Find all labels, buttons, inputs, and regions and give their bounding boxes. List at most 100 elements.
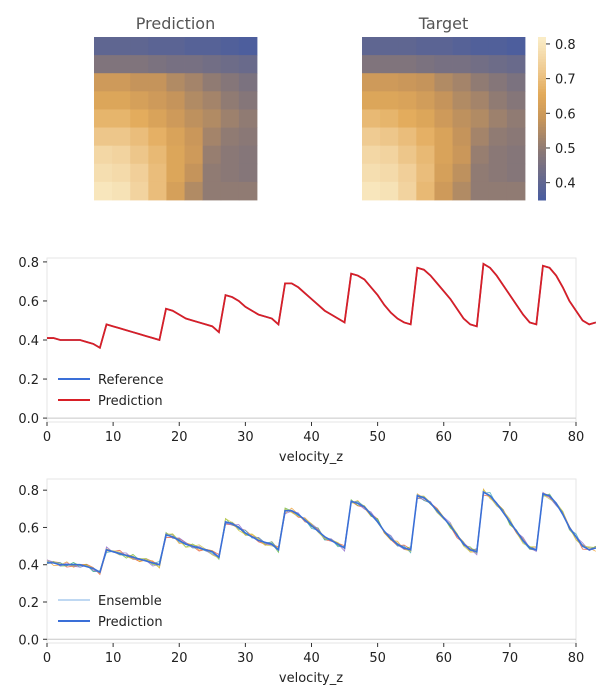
colorbar-segment [538, 145, 546, 149]
heatmap-cell [220, 55, 240, 74]
heatmap-cell [434, 55, 453, 74]
heatmap-cell [416, 181, 435, 201]
colorbar-segment [538, 77, 546, 81]
heatmap-cell [362, 145, 381, 165]
heatmap-cell [470, 55, 490, 74]
heatmap-cell [130, 91, 149, 110]
heatmap-cell [184, 91, 204, 110]
heatmap-cell [112, 73, 131, 92]
colorbar-segment [538, 161, 546, 166]
heatmap-cell [166, 181, 185, 201]
ensemble-prediction-chart: 0 10 20 30 40 50 60 70 80 0.0 0.2 0.4 0.6 0.8 [18, 478, 597, 666]
heatmap-cell [166, 91, 185, 110]
colorbar-segment [538, 123, 546, 128]
colorbar-segment [538, 156, 546, 160]
colorbar-segment [538, 126, 546, 130]
heatmap-cell [416, 55, 435, 74]
colorbar-segment [538, 172, 546, 177]
colorbar-segment [538, 56, 546, 60]
x-tick-label: 10 [105, 651, 122, 666]
heatmap-cell [362, 181, 381, 201]
heatmap-cell [112, 91, 131, 110]
heatmap-cell [112, 37, 131, 56]
heatmap-cell [220, 181, 240, 201]
x-tick-label: 60 [435, 651, 452, 666]
heatmap-cell [148, 127, 167, 147]
heatmap-cell [488, 163, 508, 183]
heatmap-cell [362, 163, 381, 183]
colorbar-segment [538, 151, 546, 155]
heatmap-cell [452, 145, 472, 165]
heatmap-cell [166, 145, 185, 165]
colorbar-segment [538, 132, 546, 136]
heatmap-cell [94, 91, 113, 110]
heatmap-cell [506, 73, 526, 92]
colorbar-segment [538, 194, 546, 198]
heatmap-cell [184, 181, 204, 201]
reference-prediction-chart: 0 10 20 30 40 50 60 70 80 0.0 0.2 0.4 0.6 0.8 [18, 256, 597, 445]
heatmap-cell [166, 109, 185, 128]
heatmap-cell [166, 163, 185, 183]
colorbar-segment [538, 118, 546, 122]
colorbar-segment [538, 85, 546, 90]
heatmap-cell [470, 109, 490, 128]
heatmap-cell [380, 73, 399, 92]
colorbar-tick-label: 0.8 [555, 38, 576, 53]
heatmap-cell [130, 127, 149, 147]
heatmap-cell [130, 163, 149, 183]
heatmap-cell [488, 109, 508, 128]
heatmap-cell [488, 145, 508, 165]
heatmap-cell [238, 145, 258, 165]
colorbar-segment [538, 80, 546, 84]
heatmap-cell [130, 181, 149, 201]
colorbar-segment [538, 134, 546, 139]
heatmap-cell [112, 127, 131, 147]
heatmap-cell [380, 91, 399, 110]
heatmap-cell [238, 73, 258, 92]
colorbar-segment [538, 178, 546, 182]
heatmap-cell [166, 37, 185, 56]
x-tick-label: 50 [369, 430, 386, 445]
heatmap-cell [148, 145, 167, 165]
y-tick-label: 0.4 [18, 559, 39, 574]
heatmap-cell [184, 55, 204, 74]
colorbar-segment [538, 64, 546, 68]
heatmap-cell [398, 91, 417, 110]
heatmap-cell [470, 145, 490, 165]
heatmap-cell [238, 37, 258, 56]
heatmap-cell [94, 127, 113, 147]
heatmap-cell [488, 37, 508, 56]
ensemble-member-line [46, 491, 597, 574]
heatmap-cell [398, 127, 417, 147]
heatmap-cell [184, 145, 204, 165]
y-tick-label: 0.8 [18, 256, 39, 271]
colorbar-segment [538, 110, 546, 114]
y-tick-label: 0.2 [18, 596, 39, 611]
heatmap-cell [202, 91, 222, 110]
heatmap-cell [94, 55, 113, 74]
colorbar-segment [538, 61, 546, 65]
heatmap-cell [488, 181, 508, 201]
colorbar-segment [538, 189, 546, 193]
colorbar-segment [538, 137, 546, 141]
heatmap-cell [470, 91, 490, 110]
heatmap-cell [202, 109, 222, 128]
heatmap-cell [434, 145, 453, 165]
heatmap-cell [362, 37, 381, 56]
heatmap-cell [238, 55, 258, 74]
colorbar-tick-label: 0.6 [555, 107, 576, 122]
heatmap-cell [362, 55, 381, 74]
heatmap-cell [380, 163, 399, 183]
reference-line [47, 262, 597, 350]
heatmap-cell [470, 37, 490, 56]
heatmap-cell [238, 91, 258, 110]
heatmap-cell [130, 109, 149, 128]
colorbar-segment [538, 104, 546, 109]
heatmap-cell [148, 91, 167, 110]
heatmap-cell [148, 55, 167, 74]
ensemble-member-line [46, 492, 596, 573]
heatmap-cell [112, 181, 131, 201]
heatmap-cell [112, 145, 131, 165]
heatmap-cell [452, 127, 472, 147]
heatmap-cell [362, 127, 381, 147]
